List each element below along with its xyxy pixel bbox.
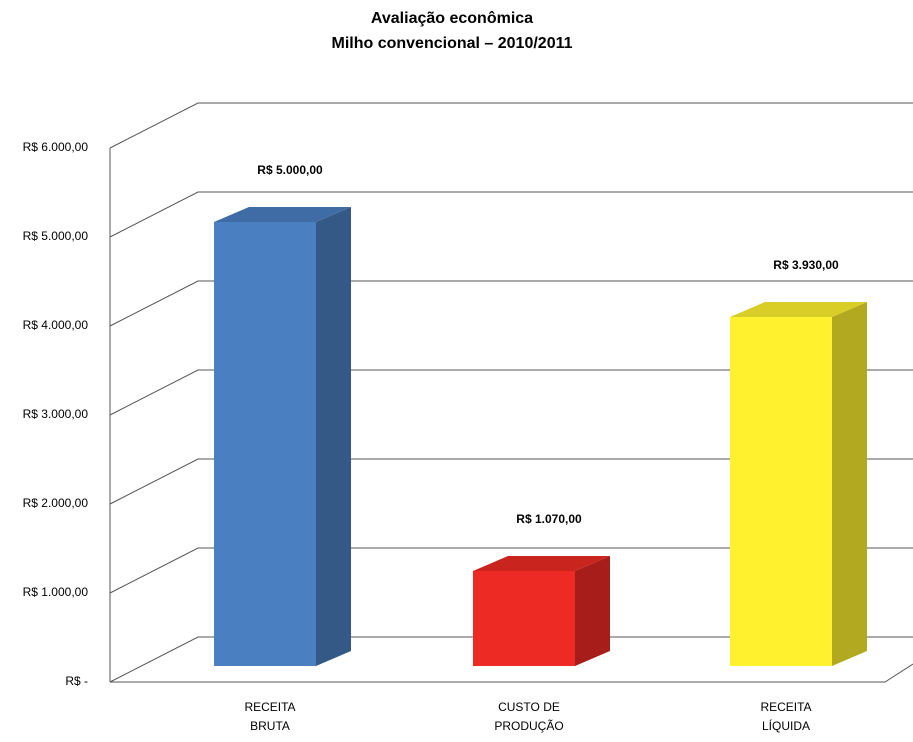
grid-line	[109, 102, 913, 149]
y-tick-label: R$ 3.000,00	[23, 407, 89, 421]
y-tick-label: R$ 5.000,00	[23, 229, 89, 243]
bar-side	[832, 302, 867, 666]
value-label: R$ 1.070,00	[516, 512, 582, 526]
grid-line	[109, 547, 913, 594]
x-tick-label: CUSTO DE	[498, 700, 560, 714]
bar-side	[575, 555, 610, 666]
x-tick-label: BRUTA	[250, 719, 290, 733]
bar	[473, 570, 575, 666]
y-tick-label: R$ 6.000,00	[23, 140, 89, 154]
x-tick-label: LÍQUIDA	[762, 718, 810, 733]
grid-line	[109, 458, 913, 505]
x-tick-label: RECEITA	[760, 700, 811, 714]
y-tick-label: R$ -	[65, 674, 88, 688]
chart-title: Milho convencional – 2010/2011	[332, 35, 573, 52]
x-tick-label: RECEITA	[244, 700, 295, 714]
floor-edge	[110, 663, 913, 683]
y-tick-label: R$ 2.000,00	[23, 496, 89, 510]
bar-top	[473, 555, 610, 571]
x-tick-label: PRODUÇÃO	[494, 719, 563, 733]
y-tick-label: R$ 4.000,00	[23, 318, 89, 332]
bar	[214, 222, 316, 666]
grid-line	[109, 191, 913, 238]
bar-top	[730, 302, 867, 318]
grid-line	[109, 280, 913, 327]
chart-title: Avaliação econômica	[371, 10, 533, 27]
bar-side	[316, 207, 351, 666]
y-tick-label: R$ 1.000,00	[23, 585, 89, 599]
value-label: R$ 5.000,00	[257, 163, 323, 177]
value-label: R$ 3.930,00	[773, 258, 839, 272]
grid-line	[109, 369, 913, 416]
grid-line	[109, 636, 913, 683]
bar-top	[214, 207, 351, 222]
bar	[730, 317, 832, 666]
